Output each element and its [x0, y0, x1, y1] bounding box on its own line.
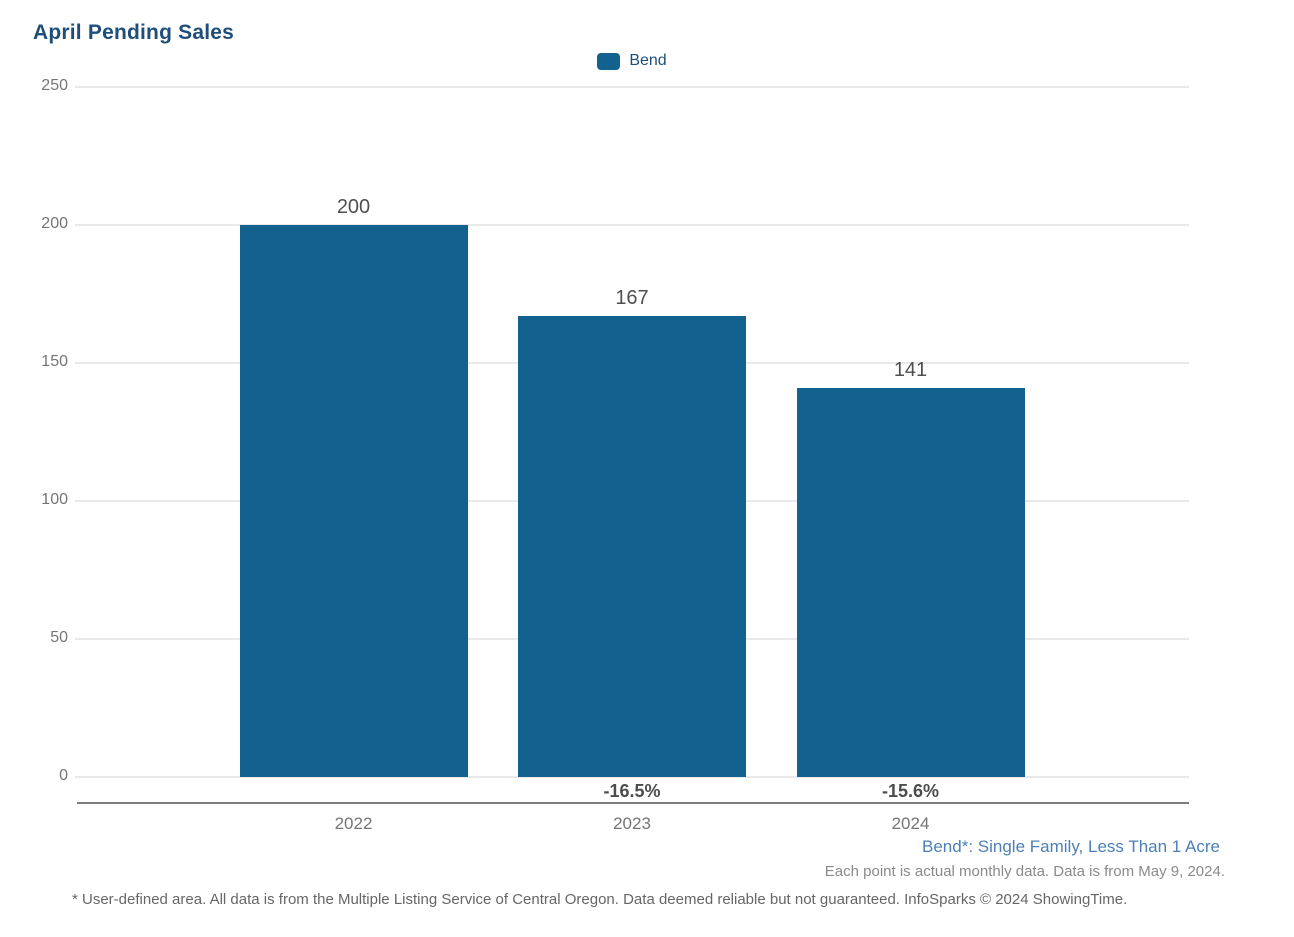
disclaimer-note: * User-defined area. All data is from th…: [72, 891, 1128, 908]
bar-value-2023: 167: [615, 287, 649, 310]
legend: Bend: [75, 52, 1189, 70]
change-label-2024: -15.6%: [881, 781, 940, 801]
bar-2022[interactable]: [239, 225, 468, 777]
gridline-200: [75, 224, 1189, 226]
y-axis-tick-250: 250: [41, 77, 68, 94]
x-axis-line: [77, 802, 1189, 804]
legend-item-bend[interactable]: Bend: [597, 52, 667, 70]
bar-value-2022: 200: [336, 196, 371, 218]
gridline-250: [75, 86, 1189, 88]
bar-2023[interactable]: [518, 316, 746, 777]
bar-2024[interactable]: [796, 387, 1025, 777]
x-axis-tick-2024: 2024: [891, 814, 930, 833]
y-axis-tick-0: 0: [59, 767, 68, 784]
legend-swatch-icon: [597, 52, 621, 70]
bar-value-2024: 141: [893, 358, 928, 381]
gridline-0: [75, 776, 1189, 778]
y-axis-tick-100: 100: [41, 491, 68, 508]
chart-title: April Pending Sales: [33, 21, 235, 44]
y-axis-tick-200: 200: [41, 215, 68, 232]
series-definition-note: Bend*: Single Family, Less Than 1 Acre: [922, 837, 1220, 856]
y-axis-tick-50: 50: [50, 629, 68, 646]
y-axis-tick-150: 150: [41, 353, 68, 370]
legend-label: Bend: [629, 52, 667, 69]
x-axis-tick-2022: 2022: [334, 814, 373, 833]
data-source-note: Each point is actual monthly data. Data …: [824, 863, 1225, 880]
x-axis-tick-2023: 2023: [613, 814, 651, 833]
change-label-2023: -16.5%: [603, 781, 661, 801]
